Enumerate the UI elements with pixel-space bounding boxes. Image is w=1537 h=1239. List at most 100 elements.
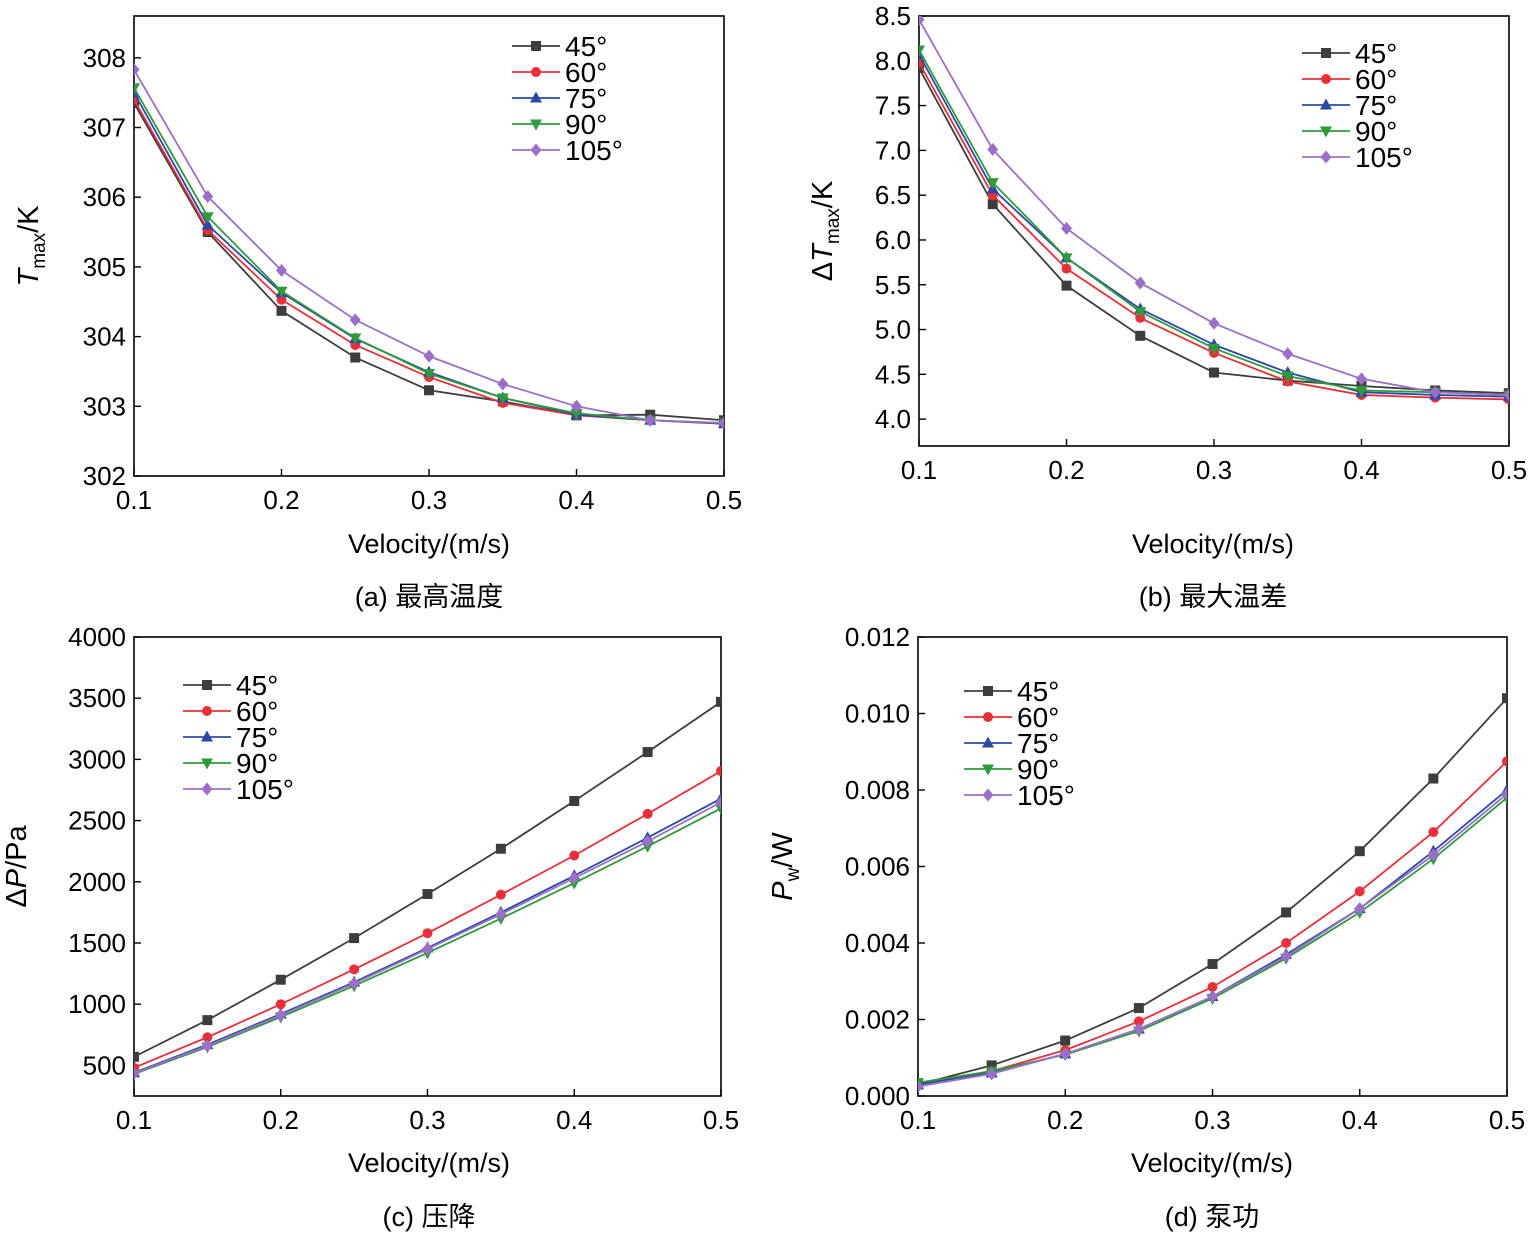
x-tick-label: 0.3 xyxy=(411,485,447,515)
legend-marker xyxy=(202,680,212,690)
y-tick-label: 305 xyxy=(83,252,126,282)
data-point xyxy=(918,1079,924,1093)
data-point xyxy=(134,63,140,77)
y-axis-label-subscript: max xyxy=(823,208,844,244)
data-point xyxy=(495,843,506,854)
data-point xyxy=(201,218,214,230)
legend-label: 75° xyxy=(1017,728,1059,759)
data-point xyxy=(644,413,656,427)
y-tick-label: 8.0 xyxy=(875,46,911,76)
legend-marker xyxy=(531,41,541,51)
data-point xyxy=(202,190,214,204)
y-tick-label: 1000 xyxy=(68,989,126,1019)
series-line xyxy=(918,793,1507,1088)
y-axis-label-symbol: P xyxy=(767,881,799,901)
legend-label: 45° xyxy=(236,670,278,701)
series-line xyxy=(134,701,721,1058)
data-point xyxy=(495,907,507,921)
legend-marker xyxy=(1321,48,1331,58)
y-tick-label: 2000 xyxy=(68,867,126,897)
x-tick-label: 0.1 xyxy=(901,455,937,485)
x-tick-label: 0.3 xyxy=(409,1105,445,1135)
y-axis-label-unit: /Pa xyxy=(1,825,33,869)
y-axis-label: Pw/W xyxy=(767,832,804,901)
y-tick-label: 4.0 xyxy=(875,404,911,434)
y-tick-label: 7.5 xyxy=(875,91,911,121)
legend-marker xyxy=(982,764,994,776)
data-point xyxy=(642,808,653,819)
data-point xyxy=(642,747,653,758)
legend-marker xyxy=(201,730,213,742)
data-point xyxy=(1427,848,1439,862)
x-tick-label: 0.2 xyxy=(263,485,299,515)
y-tick-label: 7.0 xyxy=(875,135,911,165)
series-105deg xyxy=(134,795,721,1080)
y-tick-label: 6.5 xyxy=(875,180,911,210)
series-60deg xyxy=(918,756,1507,1090)
series-45deg xyxy=(918,693,1507,1090)
panel-caption: (b) 最大温差 xyxy=(1139,582,1288,612)
data-point xyxy=(275,286,288,298)
data-point xyxy=(987,199,998,210)
data-point xyxy=(919,45,925,57)
y-axis-label-symbol: T xyxy=(807,242,839,262)
legend-marker xyxy=(530,143,542,157)
x-tick-label: 0.5 xyxy=(703,1105,739,1135)
legend-label: 105° xyxy=(565,135,623,166)
data-point xyxy=(424,385,434,396)
data-point xyxy=(1134,307,1147,319)
y-tick-label: 5.0 xyxy=(875,315,911,345)
y-tick-label: 6.0 xyxy=(875,225,911,255)
data-point xyxy=(987,142,999,156)
panel-a-max-temperature: (a) 最高温度 Velocity/(m/s) 0.1 0.2 0.3 0.4 0.5 3… xyxy=(13,15,742,612)
x-tick-label: 0.2 xyxy=(1047,1105,1083,1135)
y-tick-label: 500 xyxy=(83,1050,126,1080)
legend-marker xyxy=(202,706,212,716)
data-point xyxy=(1207,990,1218,1004)
series-45deg xyxy=(134,696,721,1062)
x-tick-label: 0.4 xyxy=(1343,455,1379,485)
data-point xyxy=(1428,773,1439,784)
legend-marker xyxy=(1320,98,1332,110)
legend-label: 90° xyxy=(1017,754,1059,785)
x-tick-label: 0.3 xyxy=(1196,455,1232,485)
data-point xyxy=(1135,330,1146,341)
series-105deg xyxy=(918,787,1507,1093)
data-point xyxy=(1501,787,1507,801)
y-tick-label: 4.5 xyxy=(875,359,911,389)
data-point xyxy=(1502,693,1507,704)
y-tick-label: 0.010 xyxy=(845,699,910,729)
y-axis-label-delta: Δ xyxy=(1,888,33,907)
legend-marker xyxy=(982,788,994,802)
y-tick-label: 304 xyxy=(83,322,126,352)
y-tick-label: 307 xyxy=(83,113,126,143)
x-tick-label: 0.1 xyxy=(116,485,152,515)
legend-label: 60° xyxy=(1017,702,1059,733)
data-point xyxy=(1355,385,1368,397)
data-point xyxy=(1133,1022,1145,1036)
series-line xyxy=(134,770,721,1069)
legend-label: 105° xyxy=(1017,780,1075,811)
data-point xyxy=(568,871,580,885)
data-point xyxy=(715,795,721,809)
data-point xyxy=(350,352,361,363)
y-axis-label-unit: /W xyxy=(767,832,799,868)
legend-marker xyxy=(531,67,541,77)
data-point xyxy=(497,377,509,391)
data-point xyxy=(202,1032,213,1043)
plot-frame xyxy=(918,15,1510,447)
legend-marker xyxy=(530,91,542,103)
y-axis-label-unit: /K xyxy=(807,180,839,208)
y-tick-label: 303 xyxy=(83,391,126,421)
legend-label: 90° xyxy=(1355,116,1397,147)
y-tick-label: 8.5 xyxy=(875,1,911,31)
y-axis-label-subscript: max xyxy=(29,232,50,268)
y-axis-label: Tmax/K xyxy=(13,205,50,287)
data-point xyxy=(1502,756,1507,767)
legend-marker xyxy=(1321,74,1331,84)
legend-label: 105° xyxy=(236,774,294,805)
series-90deg xyxy=(919,45,1509,402)
data-point xyxy=(275,999,286,1010)
data-point xyxy=(134,1051,139,1062)
legend-label: 90° xyxy=(565,109,607,140)
